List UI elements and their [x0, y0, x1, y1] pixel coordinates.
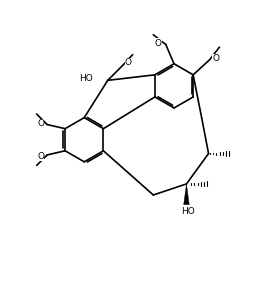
Text: O: O — [155, 38, 162, 48]
Text: HO: HO — [79, 74, 93, 84]
Text: HO: HO — [181, 207, 195, 216]
Text: O: O — [37, 152, 44, 161]
Text: O: O — [37, 119, 44, 128]
Polygon shape — [184, 184, 189, 205]
Text: O: O — [125, 58, 132, 68]
Text: O: O — [212, 54, 219, 63]
